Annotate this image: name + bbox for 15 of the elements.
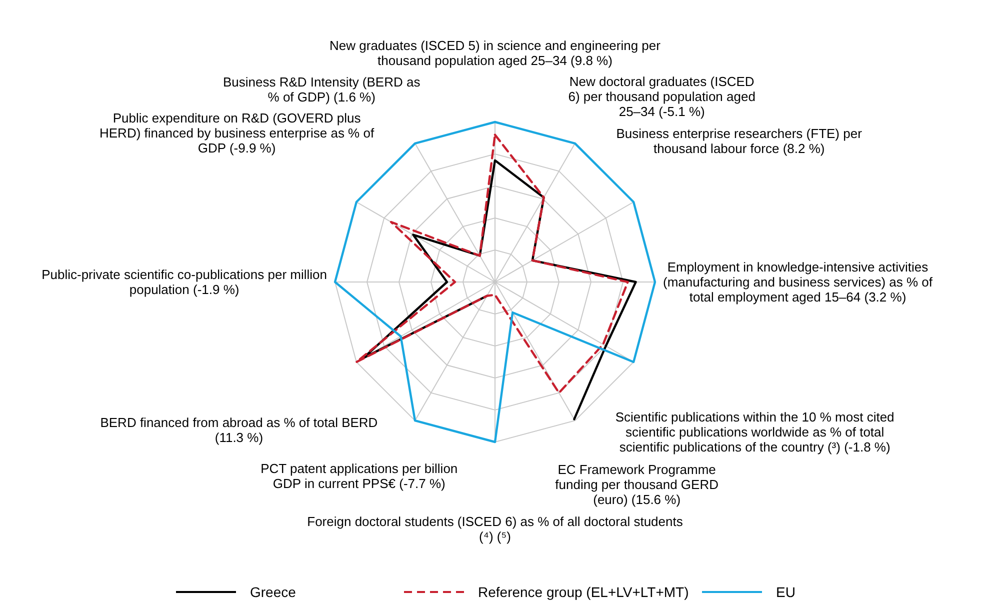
spoke-label: EC Framework Programme funding per thousand GERD (euro) (15.6 %) [555,462,718,508]
spoke-label: Scientific publications within the 10 % most cited scientific publications worldwide as % of total scientific publications of the country (³) (-1.8 %) [615,410,894,455]
spoke-label: Public-private scientific co-publications per million population (-1.9 %) [42,267,328,297]
spoke-label: PCT patent applications per billion GDP in current PPS€ (-7.7 %) [260,461,458,492]
legend-label: Greece [250,584,296,600]
spoke-label: New graduates (ISCED 5) in science and engineering per thousand population aged 25–34 (9.8 %) [330,38,662,68]
legend-label: EU [776,584,796,600]
spoke-label: New doctoral graduates (ISCED 6) per thousand population aged 25–34 (-5.1 %) [568,74,756,120]
spoke-label: Foreign doctoral students (ISCED 6) as % of all doctoral students (⁴) (⁵) [307,514,684,544]
spoke-label: Employment in knowledge-intensive activities (manufacturing and business services) as % of total employment aged 15–64 (3.2 %) [663,260,933,304]
spoke-label: Business R&D Intensity (BERD as % of GDP) (1.6 %) [222,74,421,104]
legend-label: Reference group (EL+LV+LT+MT) [478,584,689,600]
spoke-label: BERD financed from abroad as % of total BERD (11.3 %) [100,414,378,445]
spoke-label: Public expenditure on R&D (GOVERD plus HERD) financed by business enterprise as % of GDP (-9.9 %) [100,110,374,156]
spoke-label: Business enterprise researchers (FTE) per thousand labour force (8.2 %) [616,126,863,156]
